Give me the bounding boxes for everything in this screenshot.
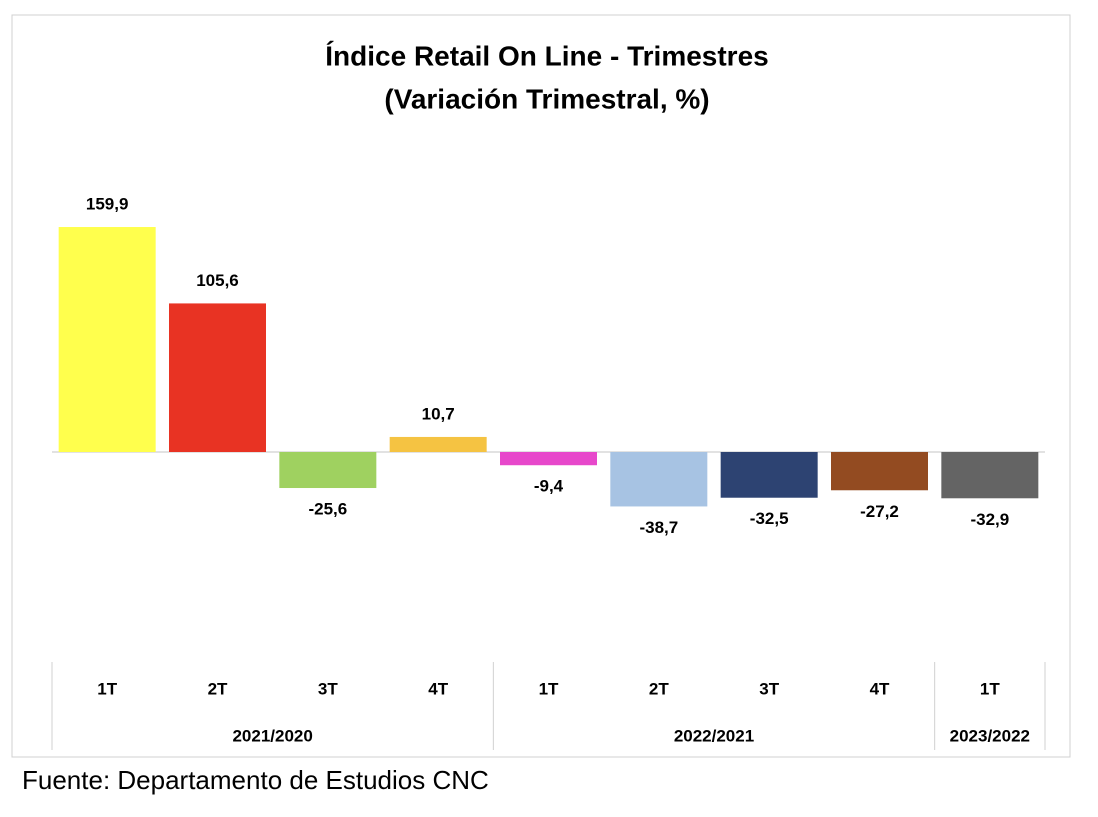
data-label: -38,7: [639, 518, 678, 537]
data-label: -9,4: [534, 477, 564, 496]
bar: [720, 452, 818, 498]
group-label: 2023/2022: [950, 726, 1030, 745]
x-tick-label: 1T: [97, 679, 117, 698]
data-label: 10,7: [422, 404, 455, 423]
x-tick-label: 4T: [870, 679, 890, 698]
bar: [169, 303, 266, 452]
x-tick-label: 2T: [649, 679, 669, 698]
x-tick-label: 1T: [980, 679, 1000, 698]
x-tick-label: 1T: [539, 679, 559, 698]
bar: [279, 452, 377, 489]
group-label: 2021/2020: [232, 726, 312, 745]
bar: [941, 452, 1039, 499]
bar: [500, 452, 597, 466]
bar: [389, 436, 487, 452]
chart-title: Índice Retail On Line - Trimestres: [325, 40, 768, 71]
data-label: -25,6: [308, 500, 347, 519]
x-tick-label: 3T: [318, 679, 338, 698]
x-tick-label: 3T: [759, 679, 779, 698]
data-label: 105,6: [196, 271, 239, 290]
data-label: -32,9: [970, 510, 1009, 529]
bar: [831, 452, 928, 491]
x-tick-label: 2T: [208, 679, 228, 698]
chart-subtitle: (Variación Trimestral, %): [384, 83, 709, 114]
source: Fuente: Departamento de Estudios CNC: [22, 765, 489, 795]
data-label: -27,2: [860, 502, 899, 521]
bar: [58, 227, 156, 452]
bar: [610, 452, 708, 507]
group-label: 2022/2021: [674, 726, 754, 745]
x-tick-label: 4T: [428, 679, 448, 698]
data-label: 159,9: [86, 195, 129, 214]
data-label: -32,5: [750, 509, 789, 528]
